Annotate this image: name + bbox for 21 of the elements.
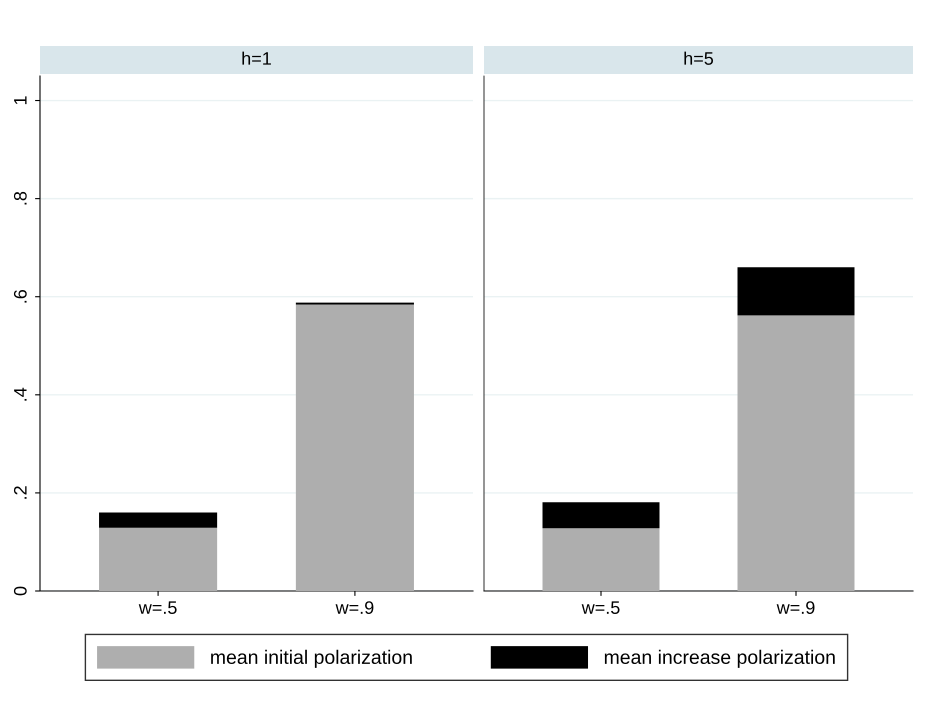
x-tick-label: w=.5: [138, 601, 177, 614]
bar: [542, 502, 660, 528]
legend-label: mean initial polarization: [211, 650, 412, 668]
y-tick-label: .6: [14, 290, 27, 303]
x-tick-label: w=.9: [336, 601, 374, 614]
chart-title: h=1: [242, 52, 271, 65]
legend-label: mean increase polarization: [604, 650, 835, 668]
y-tick-label: .4: [14, 388, 27, 401]
bar: [99, 512, 218, 528]
bar: [296, 304, 414, 591]
x-tick-label: w=.5: [582, 601, 620, 614]
y-tick-label: 1: [14, 96, 27, 104]
bar: [738, 267, 854, 316]
bar: [99, 528, 218, 591]
bar: [542, 528, 660, 591]
y-tick-label: 0: [14, 586, 27, 596]
x-tick-label: w=.9: [776, 601, 814, 614]
y-tick-label: .2: [14, 486, 27, 499]
bar: [738, 315, 854, 591]
y-tick-label: .8: [14, 192, 27, 204]
chart-title: h=5: [684, 52, 714, 65]
